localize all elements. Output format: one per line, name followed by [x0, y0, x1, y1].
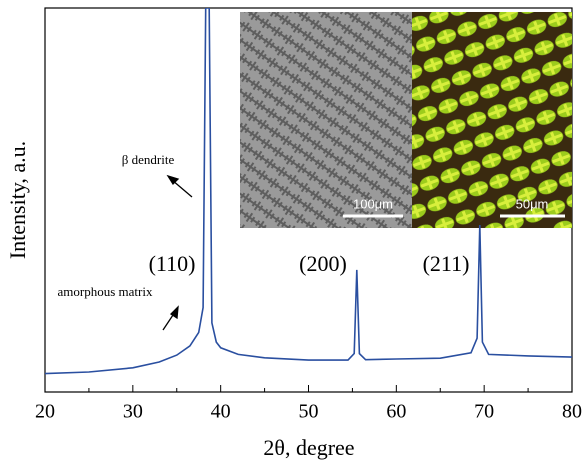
x-tick-label: 50 [299, 401, 319, 423]
x-axis-label: 2θ, degree [263, 435, 354, 460]
chart: 100μm 50μm (110) (200) (211) β dendrite … [0, 0, 585, 464]
peak-label: (200) [299, 251, 347, 276]
x-tick-label: 40 [211, 401, 231, 423]
y-axis-label: Intensity, a.u. [5, 141, 30, 259]
x-tick-label: 70 [474, 401, 494, 423]
scale-label: 100μm [353, 196, 393, 211]
annotation: amorphous matrix [58, 284, 153, 299]
inset-images: 100μm 50μm [240, 12, 572, 228]
x-tick-label: 60 [386, 401, 406, 423]
x-tick-label: 80 [562, 401, 582, 423]
x-tick-label: 20 [35, 401, 55, 423]
peak-label: (110) [149, 251, 196, 276]
annotation: β dendrite [122, 152, 175, 167]
x-tick-label: 30 [123, 401, 143, 423]
peak-label: (211) [423, 251, 470, 276]
scale-label: 50μm [516, 196, 549, 211]
page: {"chart_data": {"type": "line", "xlabel"… [0, 0, 585, 464]
